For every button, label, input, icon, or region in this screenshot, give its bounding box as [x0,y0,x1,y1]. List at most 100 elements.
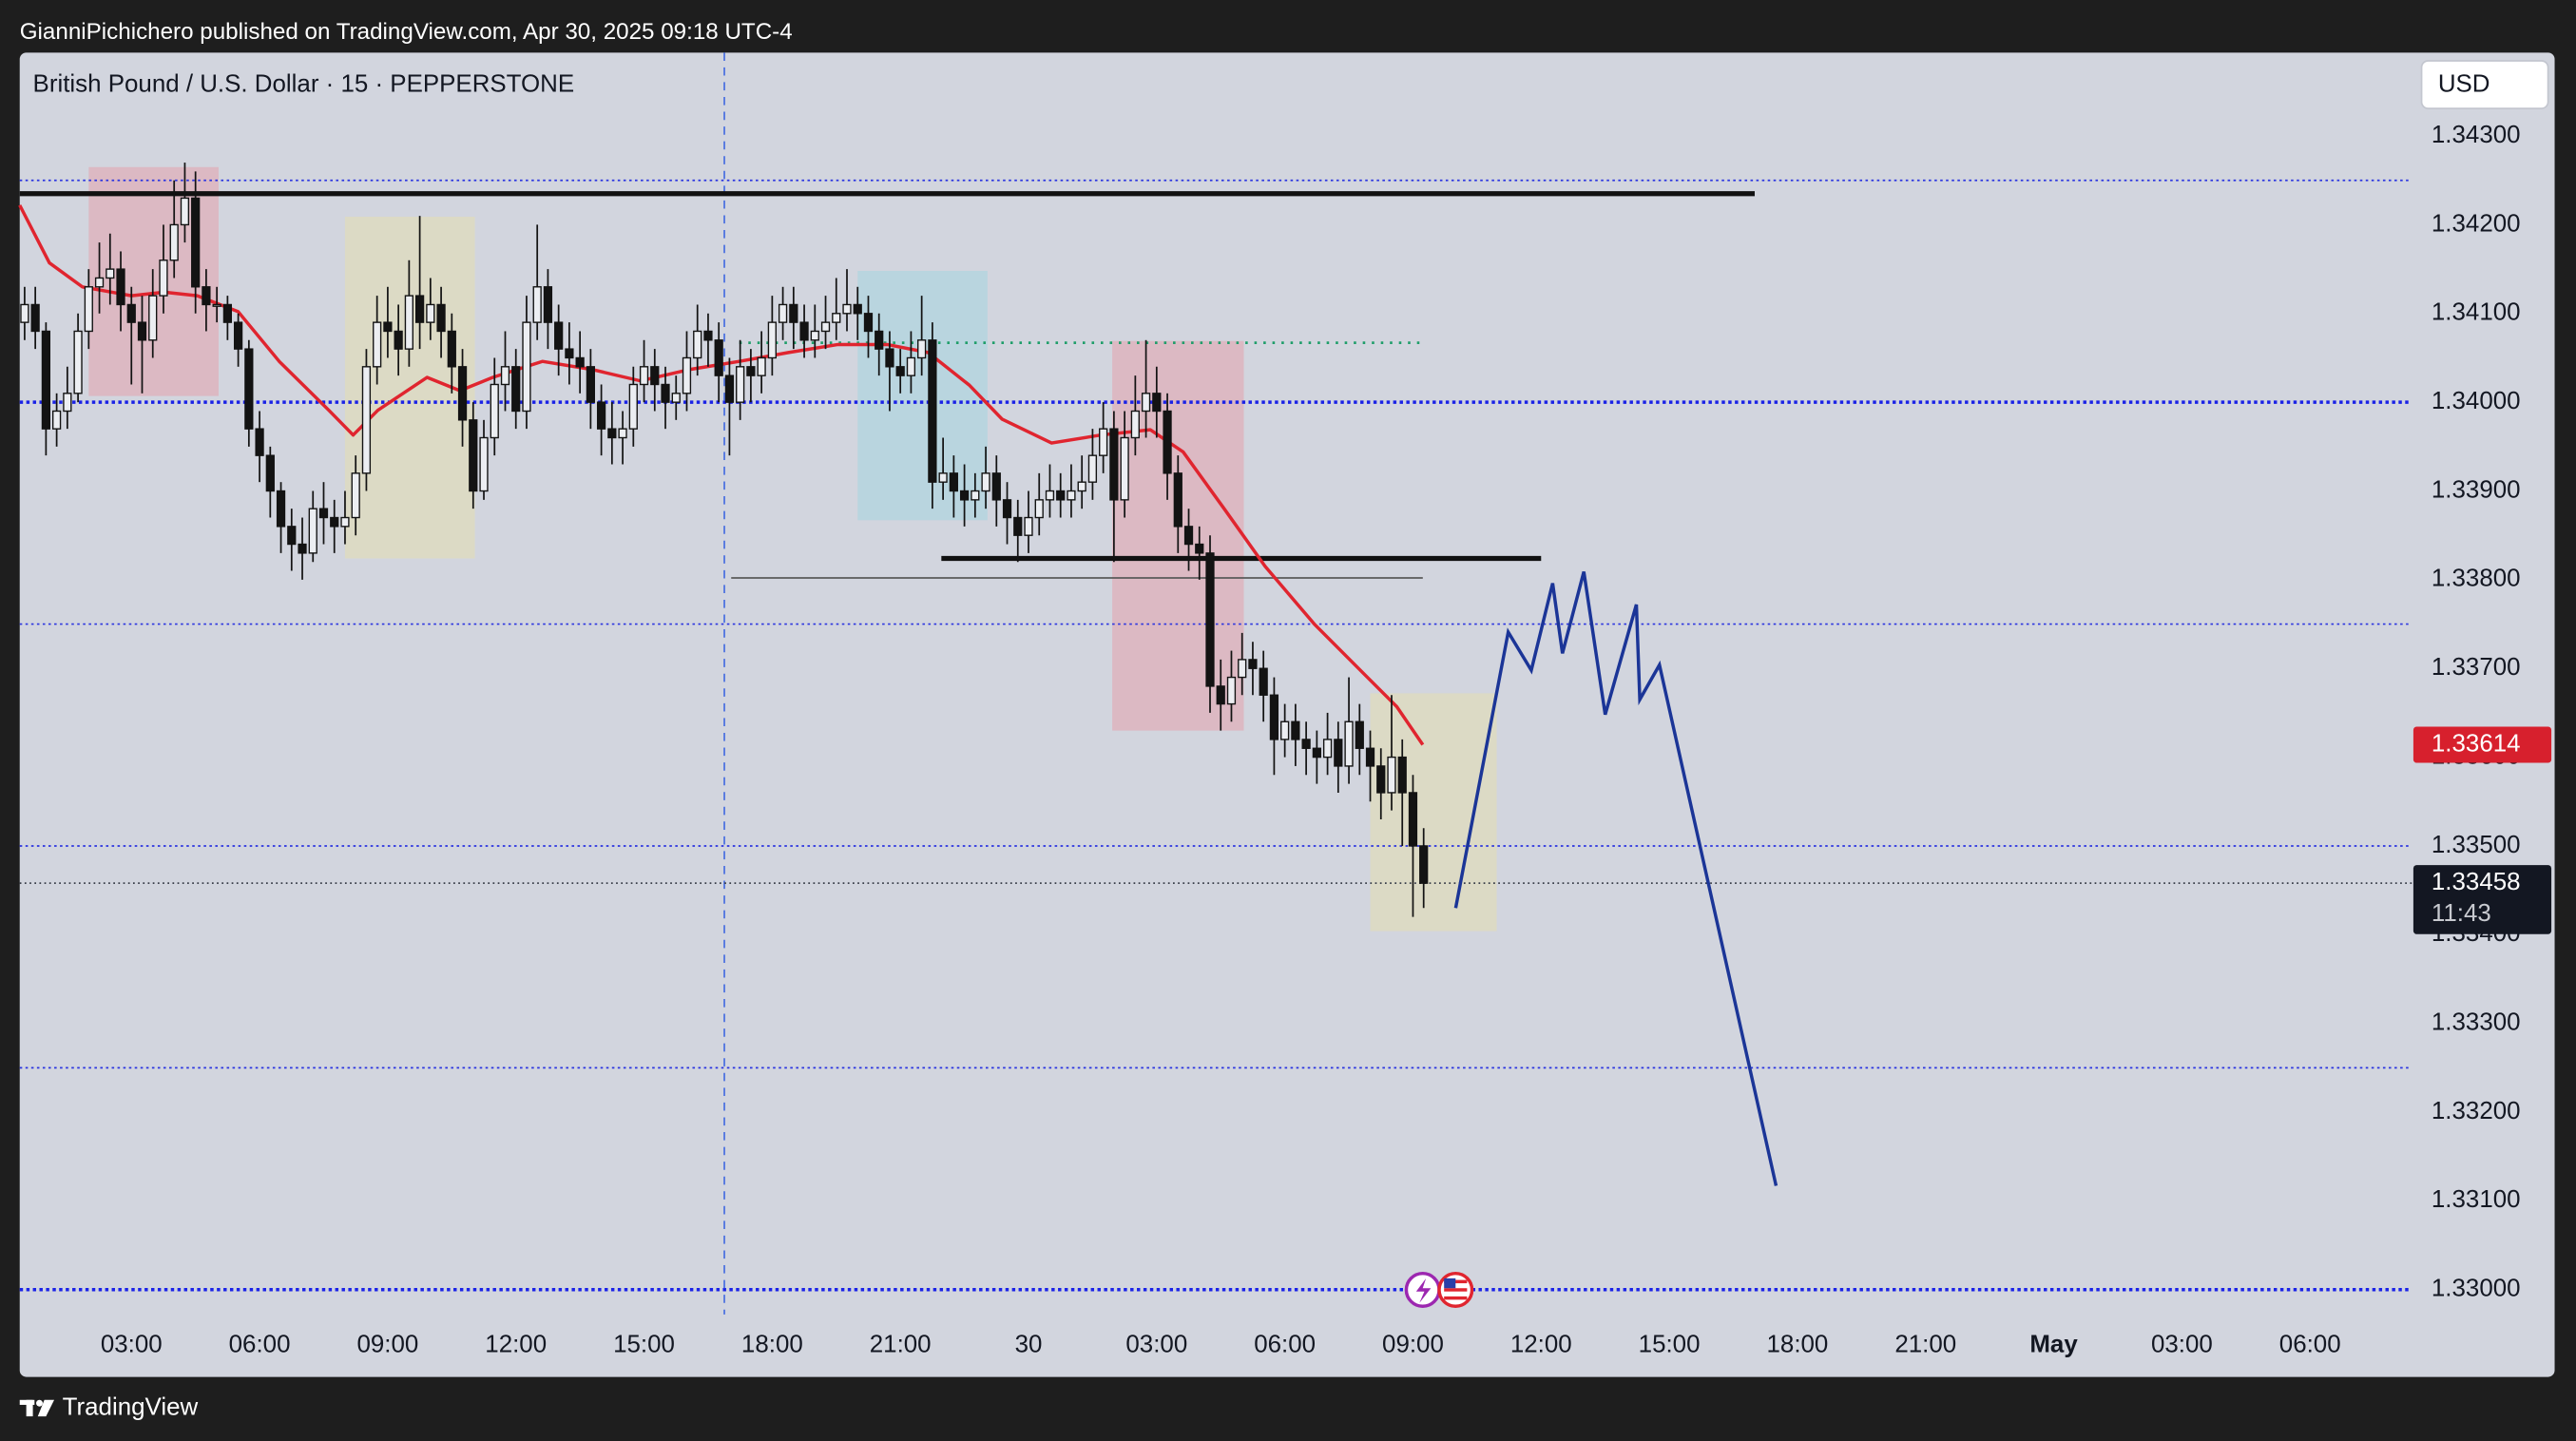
candle-body [426,303,435,323]
candle-body [757,356,766,376]
candle-body [180,197,190,226]
candle-body [820,321,831,333]
candle-body [799,321,809,341]
candle-body [84,286,93,333]
x-tick-label: 12:00 [485,1332,547,1358]
x-tick-label: 18:00 [1767,1332,1829,1358]
candle-body [565,348,574,359]
candle-body [159,259,168,297]
plot [18,52,2413,1315]
candle-body [682,356,692,394]
candle-body [1248,659,1258,669]
candle-body [340,516,350,528]
x-tick-label: 12:00 [1510,1332,1572,1358]
candle-body [1419,845,1429,884]
candle-body [511,366,521,413]
candle-body [607,428,617,439]
candle-body [41,330,51,430]
candle-body [1077,481,1086,492]
candle-body [1024,516,1033,536]
candle-body [191,197,201,288]
candle-body [1216,685,1225,705]
candle-body [212,303,221,307]
candle-body [233,321,243,350]
candle-body [863,313,874,333]
candle-body [639,366,649,386]
candle-body [618,428,627,439]
candle-body [287,526,297,546]
candle-body [532,286,542,323]
candle-body [971,490,980,501]
candle-body [276,490,286,528]
y-tick-label: 1.33900 [2432,476,2521,503]
ema-price-label: 1.33614 [2432,730,2521,757]
x-tick-label: 03:00 [101,1332,163,1358]
candle-body [351,472,360,519]
y-tick-label: 1.33000 [2432,1276,2521,1302]
candle-body [1205,552,1215,687]
candle-body [1173,472,1182,528]
candle-body [554,321,564,350]
candle-body [222,303,232,323]
candle-body [414,295,425,323]
candle-body [522,321,531,413]
symbol-title: British Pound / U.S. Dollar · 15 · PEPPE… [33,71,575,98]
flag-canton [1444,1278,1456,1289]
y-tick-label: 1.33100 [2432,1186,2521,1213]
x-tick-label: 09:00 [356,1332,418,1358]
x-tick-label: 06:00 [229,1332,291,1358]
x-tick-label: 15:00 [1639,1332,1701,1358]
candle-body [20,303,29,323]
candle-body [51,410,62,430]
candle-body [628,383,638,430]
candle-body [73,330,83,394]
x-tick-label: 03:00 [1125,1332,1187,1358]
candle-body [1226,676,1237,705]
currency[interactable]: USD [2438,71,2490,98]
y-tick-label: 1.33200 [2432,1098,2521,1124]
brand[interactable]: TradingView [63,1393,199,1420]
candle-body [1344,720,1354,767]
candle-body [1067,490,1076,501]
candle-body [1355,720,1364,749]
candle-body [1056,490,1066,501]
candle-body [895,366,905,376]
flag-stripe [1444,1288,1468,1292]
candle-body [469,419,478,492]
candle-body [255,428,264,456]
candle-body [959,490,970,501]
candle-body [949,472,958,492]
candle-body [383,321,393,333]
currency-box[interactable] [2420,60,2549,109]
last-price-tag [2413,865,2552,934]
candle-body [490,383,499,439]
candle-body [94,277,105,288]
candle-body [404,295,413,350]
candle-body [1120,436,1129,501]
x-tick-label: 06:00 [2279,1332,2341,1358]
candle-body [373,321,382,368]
candle-body [1397,756,1407,794]
candle-body [30,303,40,333]
logo-part [26,1399,33,1417]
candle-body [789,303,798,323]
y-tick-label: 1.33800 [2432,566,2521,592]
brand-logo[interactable]: TradingView [19,1393,199,1420]
candle-body [500,366,510,386]
candle-body [1183,526,1194,546]
candle-body [1130,410,1140,439]
candle-body [63,393,72,413]
candle-body [126,303,136,323]
x-tick-label: 06:00 [1254,1332,1316,1358]
candle-body [308,508,317,554]
candle-body [832,313,841,323]
candle-body [1259,667,1268,696]
y-tick-label: 1.34200 [2432,210,2521,237]
candle-body [1002,499,1012,519]
candle-body [361,366,372,474]
event-icons[interactable] [1404,1271,1474,1308]
candle-body [575,356,585,368]
zone [857,270,988,521]
